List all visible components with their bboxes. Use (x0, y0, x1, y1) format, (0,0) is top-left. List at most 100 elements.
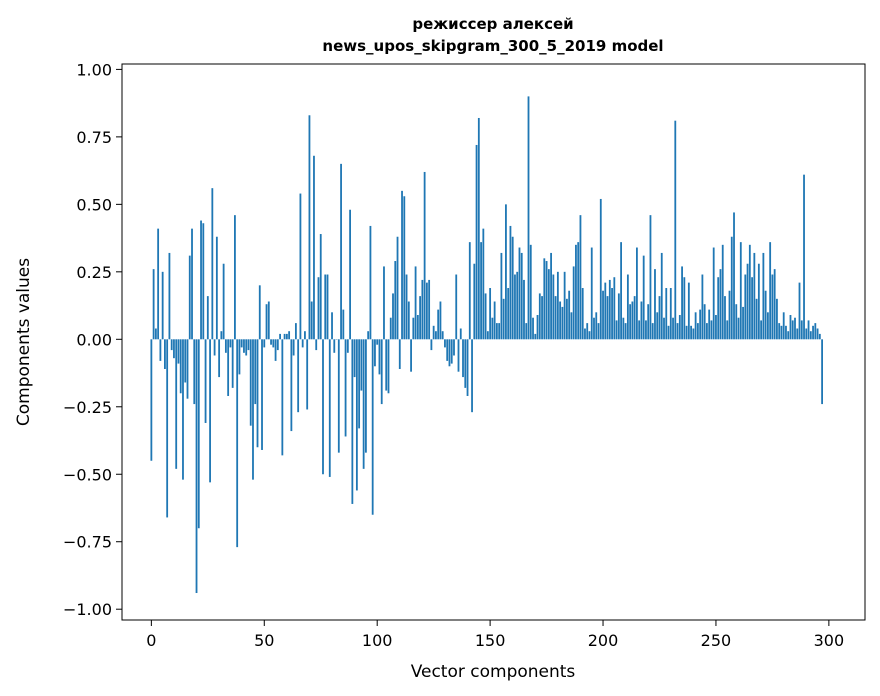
bar-145 (477, 117, 480, 340)
bar-268 (755, 298, 758, 340)
x-tick-label: 50 (254, 631, 274, 650)
bar-91 (355, 339, 358, 491)
bar-261 (739, 242, 742, 340)
bar-53 (270, 339, 272, 345)
bar-253 (721, 244, 724, 340)
bar-180 (556, 271, 559, 340)
bar-46 (254, 339, 257, 405)
bar-171 (536, 315, 539, 340)
bar-236 (683, 277, 686, 340)
bar-128 (439, 301, 442, 340)
bar-248 (710, 320, 713, 340)
bar-195 (590, 247, 593, 340)
bar-294 (814, 323, 817, 340)
bar-189 (577, 242, 580, 340)
bar-230 (669, 288, 672, 340)
bar-149 (486, 331, 489, 340)
bar-231 (672, 317, 674, 340)
bar-39 (238, 339, 241, 375)
bar-240 (692, 328, 695, 340)
bar-86 (344, 339, 347, 437)
bar-165 (523, 279, 525, 340)
bar-257 (730, 236, 733, 340)
bar-151 (491, 317, 494, 340)
bar-126 (435, 331, 437, 340)
bar-28 (213, 339, 216, 356)
bar-55 (274, 339, 277, 361)
bar-224 (656, 312, 659, 340)
bar-99 (374, 339, 376, 367)
bar-69 (306, 339, 309, 410)
bar-131 (446, 339, 449, 361)
bar-54 (272, 339, 275, 348)
bar-209 (622, 317, 625, 340)
bar-109 (396, 236, 399, 340)
bar-21 (197, 339, 200, 529)
bar-200 (602, 290, 604, 340)
bar-9 (170, 339, 173, 351)
bar-114 (407, 301, 410, 340)
bar-19 (193, 339, 196, 405)
bar-73 (315, 339, 318, 351)
bar-178 (552, 274, 555, 340)
bar-36 (231, 339, 234, 388)
bar-44 (249, 339, 252, 426)
bar-133 (450, 339, 453, 364)
bar-61 (288, 331, 291, 340)
bar-218 (642, 255, 645, 340)
bar-104 (385, 339, 388, 391)
bar-75 (319, 234, 322, 340)
bar-188 (575, 244, 577, 340)
y-axis-label: Components values (14, 258, 34, 426)
bar-206 (615, 320, 618, 340)
bar-272 (764, 290, 767, 340)
bar-191 (581, 288, 584, 340)
bar-103 (383, 266, 385, 340)
chart-subtitle: news_upos_skipgram_300_5_2019 model (322, 37, 663, 55)
bar-239 (690, 325, 693, 340)
y-tick-label: −0.25 (63, 398, 112, 417)
bar-205 (613, 277, 616, 340)
bar-4 (159, 339, 162, 361)
bar-117 (414, 266, 417, 340)
bar-179 (554, 296, 557, 340)
bar-62 (290, 339, 293, 432)
bar-181 (559, 301, 562, 340)
bar-56 (276, 339, 279, 351)
bar-42 (245, 339, 248, 356)
bar-130 (444, 339, 446, 348)
bar-293 (812, 325, 814, 340)
bar-90 (353, 339, 356, 378)
bar-198 (597, 323, 600, 340)
bar-112 (403, 196, 406, 340)
bar-287 (798, 282, 801, 340)
bar-101 (378, 339, 381, 375)
bar-256 (728, 290, 731, 340)
bar-22 (200, 220, 202, 340)
bar-221 (649, 215, 652, 340)
bar-228 (665, 288, 668, 340)
bar-252 (719, 269, 722, 340)
bar-278 (778, 323, 781, 340)
bar-143 (473, 263, 476, 340)
bar-282 (787, 331, 790, 340)
bar-254 (724, 296, 726, 340)
bar-129 (441, 331, 444, 340)
bar-124 (430, 339, 433, 351)
bar-213 (631, 301, 634, 340)
bar-10 (173, 339, 175, 359)
bar-40 (240, 339, 243, 348)
bar-296 (818, 333, 821, 340)
bar-45 (252, 339, 254, 480)
bar-41 (243, 339, 245, 353)
y-tick-label: 0.75 (76, 128, 112, 147)
bar-219 (645, 320, 647, 340)
bar-155 (500, 252, 503, 340)
bar-27 (211, 188, 214, 340)
bar-264 (746, 263, 749, 340)
bar-225 (658, 296, 661, 340)
bar-52 (267, 301, 270, 340)
x-tick-label: 150 (475, 631, 506, 650)
bar-295 (816, 328, 819, 340)
bar-222 (651, 323, 654, 340)
